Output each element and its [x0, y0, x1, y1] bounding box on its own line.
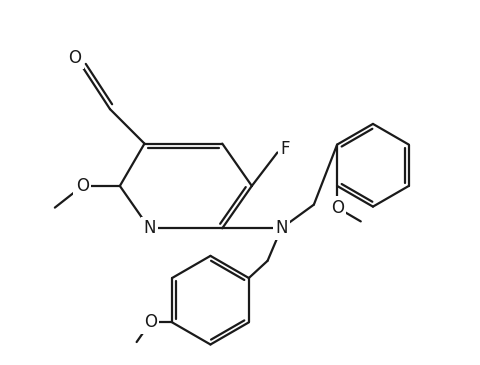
- Text: N: N: [275, 219, 288, 237]
- Text: O: O: [331, 199, 344, 216]
- Text: N: N: [143, 219, 156, 237]
- Text: O: O: [76, 177, 89, 195]
- Text: F: F: [280, 139, 290, 158]
- Text: O: O: [144, 313, 157, 331]
- Text: O: O: [68, 49, 81, 67]
